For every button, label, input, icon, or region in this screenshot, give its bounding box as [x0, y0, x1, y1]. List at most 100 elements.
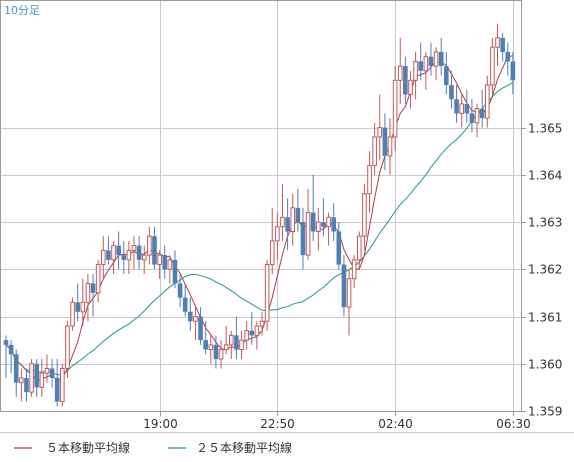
ma25-layer — [5, 81, 514, 376]
candle — [152, 226, 157, 270]
ma25-line — [5, 81, 514, 376]
candle-body — [382, 127, 388, 156]
candle-body — [239, 339, 244, 351]
candle — [484, 75, 490, 128]
candle — [433, 47, 439, 81]
timeframe-label: 10分足 — [4, 4, 40, 17]
candle-body — [249, 330, 255, 336]
candle-body — [65, 325, 70, 369]
candle — [29, 359, 34, 397]
candle-body — [505, 51, 511, 62]
candle-body — [198, 316, 203, 341]
candle-body — [428, 56, 434, 67]
candle — [469, 99, 475, 133]
candle-body — [141, 254, 147, 261]
candle — [367, 151, 372, 213]
candle-body — [474, 108, 480, 124]
candle — [474, 103, 480, 137]
candle-body — [469, 113, 475, 123]
ma5-line — [5, 55, 513, 383]
legend-ma5-label: ５本移動平均線 — [46, 440, 130, 455]
x-tick-label: 19:00 — [143, 417, 178, 431]
candle-body — [280, 216, 285, 228]
candle-body — [316, 221, 321, 232]
candle — [116, 231, 121, 270]
candle — [193, 307, 198, 341]
candle — [336, 222, 342, 270]
candle-body — [408, 79, 413, 95]
candle — [249, 311, 255, 345]
candle-body — [310, 212, 316, 232]
candle — [182, 283, 188, 317]
candle-body — [121, 255, 127, 260]
candle — [403, 56, 408, 104]
candle — [172, 250, 178, 289]
candle — [310, 174, 316, 241]
candle — [100, 236, 106, 279]
candle — [126, 240, 132, 274]
candle — [254, 321, 260, 350]
candle-body — [111, 245, 116, 261]
candle-body — [182, 297, 188, 312]
candle-body — [162, 255, 168, 270]
ma5-layer — [5, 55, 513, 383]
candle-body — [433, 51, 439, 67]
candle-body — [367, 164, 372, 195]
candle-body — [372, 136, 377, 166]
candle-body — [147, 235, 152, 256]
candle — [346, 269, 352, 336]
candle-body — [90, 283, 96, 293]
legend-ma25-label: ２５本移動平均線 — [196, 440, 292, 455]
candle-body — [484, 84, 490, 119]
candle — [147, 226, 152, 265]
y-axis: 1.365 1.364 1.363 1.362 1.361 1.360 1.359 — [521, 122, 562, 419]
candle-body — [172, 259, 178, 284]
candle-body — [24, 377, 29, 393]
candle — [326, 212, 331, 246]
candle-body — [413, 60, 418, 81]
y-tick-label: 1.359 — [528, 405, 562, 419]
candle — [167, 255, 173, 284]
candle — [228, 330, 234, 360]
candle — [505, 42, 511, 76]
candle-body — [131, 245, 137, 251]
candle — [162, 245, 168, 279]
candle-body — [259, 320, 265, 327]
candle-body — [290, 207, 296, 232]
candle-body — [269, 240, 275, 266]
x-axis: 19:00 22:50 02:40 06:30 — [143, 411, 531, 431]
candle-body — [80, 301, 86, 313]
candle-body — [351, 259, 357, 280]
candle-body — [49, 368, 55, 378]
candle-body — [223, 344, 229, 351]
candle — [408, 70, 413, 109]
candle — [280, 184, 285, 241]
candle-body — [500, 37, 505, 52]
candle — [341, 255, 347, 317]
candle-body — [444, 66, 449, 86]
candle-body — [228, 334, 234, 346]
candle-body — [44, 367, 50, 374]
candle — [44, 354, 50, 383]
candle-body — [34, 363, 40, 388]
candle-body — [234, 335, 239, 350]
candle-body — [70, 301, 75, 327]
candle-body — [418, 61, 424, 71]
candle — [382, 113, 388, 171]
candle-body — [244, 330, 249, 341]
candle — [49, 359, 55, 388]
candle — [377, 94, 383, 161]
candle-body — [495, 37, 500, 48]
candle-body — [264, 264, 270, 322]
candle — [34, 359, 40, 397]
candle-body — [13, 354, 19, 383]
y-tick-label: 1.364 — [528, 169, 562, 183]
candle — [239, 330, 244, 360]
candle — [3, 335, 9, 378]
y-tick-label: 1.362 — [528, 263, 562, 277]
candle — [397, 37, 403, 104]
candle-body — [377, 127, 383, 138]
candle-body — [254, 325, 260, 336]
candle — [290, 193, 296, 246]
candle — [80, 278, 86, 326]
